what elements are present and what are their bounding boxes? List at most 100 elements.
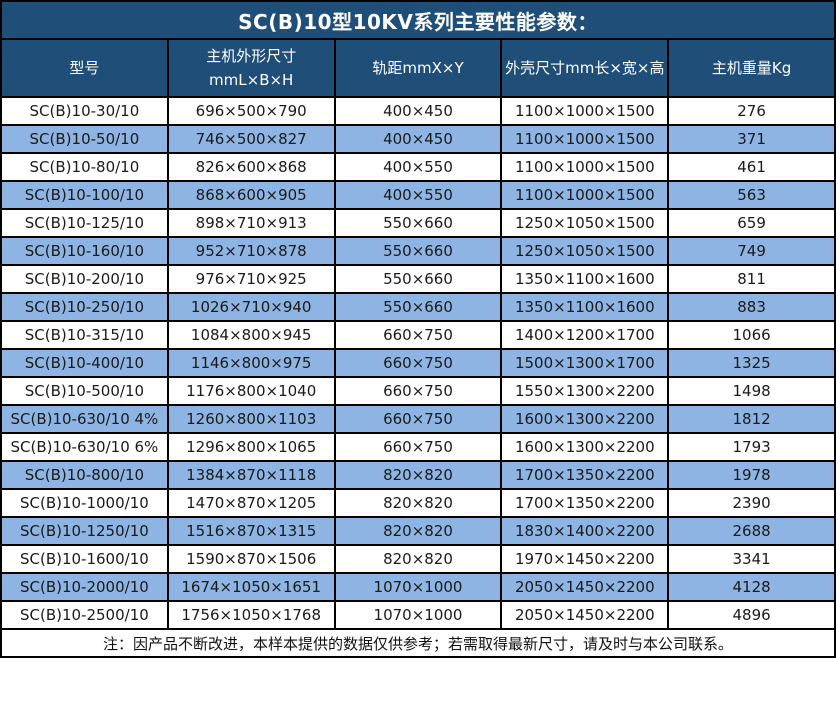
- column-header-dimensions: 主机外形尺寸 mmL×B×H: [166, 38, 336, 98]
- cell-model: SC(B)10-1250/10: [0, 516, 169, 546]
- table-row: SC(B)10-315/10 1084×800×945 660×750 1400×12…: [0, 320, 836, 350]
- cell-weight: 3341: [667, 544, 836, 574]
- cell-dimensions: 1026×710×940: [166, 292, 336, 322]
- cell-shell: 1970×1450×2200: [500, 544, 670, 574]
- cell-weight: 461: [667, 152, 836, 182]
- cell-gauge: 400×550: [333, 180, 503, 210]
- cell-gauge: 550×660: [333, 236, 503, 266]
- cell-dimensions: 976×710×925: [166, 264, 336, 294]
- cell-dimensions: 1756×1050×1768: [166, 600, 336, 630]
- table-row: SC(B)10-50/10 746×500×827 400×450 1100×1000…: [0, 124, 836, 154]
- cell-gauge: 660×750: [333, 348, 503, 378]
- cell-gauge: 550×660: [333, 208, 503, 238]
- cell-dimensions: 1384×870×1118: [166, 460, 336, 490]
- cell-shell: 1700×1350×2200: [500, 460, 670, 490]
- note-row: 注：因产品不断改进，本样本提供的数据仅供参考；若需取得最新尺寸，请及时与本公司联…: [0, 628, 836, 658]
- cell-dimensions: 746×500×827: [166, 124, 336, 154]
- cell-model: SC(B)10-2500/10: [0, 600, 169, 630]
- column-header-sublabel: mmL×B×H: [209, 71, 294, 89]
- table-row: SC(B)10-80/10 826×600×868 400×550 1100×1000…: [0, 152, 836, 182]
- cell-gauge: 400×450: [333, 96, 503, 126]
- cell-weight: 2688: [667, 516, 836, 546]
- header-row: 型号 主机外形尺寸 mmL×B×H 轨距mmX×Y 外壳尺寸mm长×宽×高 主机…: [0, 38, 836, 98]
- cell-shell: 1100×1000×1500: [500, 180, 670, 210]
- table-row: SC(B)10-1600/10 1590×870×1506 820×820 1970×…: [0, 544, 836, 574]
- cell-shell: 1550×1300×2200: [500, 376, 670, 406]
- cell-shell: 1600×1300×2200: [500, 404, 670, 434]
- table-row: SC(B)10-1000/10 1470×870×1205 820×820 1700×…: [0, 488, 836, 518]
- cell-gauge: 550×660: [333, 264, 503, 294]
- cell-model: SC(B)10-160/10: [0, 236, 169, 266]
- title-row: SC(B)10型10KV系列主要性能参数：: [0, 0, 836, 40]
- cell-dimensions: 1084×800×945: [166, 320, 336, 350]
- cell-shell: 1830×1400×2200: [500, 516, 670, 546]
- cell-weight: 1978: [667, 460, 836, 490]
- cell-gauge: 400×450: [333, 124, 503, 154]
- column-header-weight: 主机重量Kg: [667, 38, 836, 98]
- cell-gauge: 660×750: [333, 376, 503, 406]
- cell-shell: 1100×1000×1500: [500, 152, 670, 182]
- table-row: SC(B)10-2000/10 1674×1050×1651 1070×1000 20…: [0, 572, 836, 602]
- cell-model: SC(B)10-630/10 6%: [0, 432, 169, 462]
- cell-gauge: 660×750: [333, 432, 503, 462]
- cell-shell: 2050×1450×2200: [500, 600, 670, 630]
- cell-model: SC(B)10-1600/10: [0, 544, 169, 574]
- page-title: SC(B)10型10KV系列主要性能参数：: [0, 0, 836, 40]
- column-header-shell: 外壳尺寸mm长×宽×高: [500, 38, 670, 98]
- cell-dimensions: 1176×800×1040: [166, 376, 336, 406]
- cell-shell: 1250×1050×1500: [500, 208, 670, 238]
- cell-weight: 1793: [667, 432, 836, 462]
- cell-shell: 1250×1050×1500: [500, 236, 670, 266]
- cell-gauge: 820×820: [333, 488, 503, 518]
- cell-dimensions: 1470×870×1205: [166, 488, 336, 518]
- cell-model: SC(B)10-400/10: [0, 348, 169, 378]
- cell-shell: 1350×1100×1600: [500, 292, 670, 322]
- table-row: SC(B)10-1250/10 1516×870×1315 820×820 1830×…: [0, 516, 836, 546]
- cell-dimensions: 1516×870×1315: [166, 516, 336, 546]
- cell-dimensions: 1296×800×1065: [166, 432, 336, 462]
- cell-weight: 1066: [667, 320, 836, 350]
- table-row: SC(B)10-400/10 1146×800×975 660×750 1500×13…: [0, 348, 836, 378]
- cell-shell: 1600×1300×2200: [500, 432, 670, 462]
- table-row: SC(B)10-800/10 1384×870×1118 820×820 1700×1…: [0, 460, 836, 490]
- cell-weight: 883: [667, 292, 836, 322]
- cell-dimensions: 1260×800×1103: [166, 404, 336, 434]
- column-header-label: 型号: [69, 59, 100, 77]
- cell-dimensions: 898×710×913: [166, 208, 336, 238]
- cell-shell: 1350×1100×1600: [500, 264, 670, 294]
- cell-weight: 4128: [667, 572, 836, 602]
- cell-model: SC(B)10-125/10: [0, 208, 169, 238]
- cell-dimensions: 826×600×868: [166, 152, 336, 182]
- cell-model: SC(B)10-800/10: [0, 460, 169, 490]
- cell-dimensions: 1674×1050×1651: [166, 572, 336, 602]
- cell-model: SC(B)10-50/10: [0, 124, 169, 154]
- cell-gauge: 1070×1000: [333, 600, 503, 630]
- cell-shell: 1700×1350×2200: [500, 488, 670, 518]
- cell-weight: 1498: [667, 376, 836, 406]
- cell-weight: 1812: [667, 404, 836, 434]
- cell-model: SC(B)10-250/10: [0, 292, 169, 322]
- cell-gauge: 1070×1000: [333, 572, 503, 602]
- cell-model: SC(B)10-200/10: [0, 264, 169, 294]
- table-row: SC(B)10-200/10 976×710×925 550×660 1350×110…: [0, 264, 836, 294]
- table-row: SC(B)10-500/10 1176×800×1040 660×750 1550×1…: [0, 376, 836, 406]
- table-row: SC(B)10-160/10 952×710×878 550×660 1250×105…: [0, 236, 836, 266]
- cell-dimensions: 952×710×878: [166, 236, 336, 266]
- table-row: SC(B)10-125/10 898×710×913 550×660 1250×105…: [0, 208, 836, 238]
- cell-shell: 1100×1000×1500: [500, 96, 670, 126]
- cell-weight: 276: [667, 96, 836, 126]
- cell-weight: 659: [667, 208, 836, 238]
- cell-weight: 563: [667, 180, 836, 210]
- cell-weight: 2390: [667, 488, 836, 518]
- cell-gauge: 820×820: [333, 544, 503, 574]
- cell-gauge: 660×750: [333, 320, 503, 350]
- cell-gauge: 550×660: [333, 292, 503, 322]
- cell-model: SC(B)10-500/10: [0, 376, 169, 406]
- column-header-label: 外壳尺寸mm长×宽×高: [505, 59, 665, 77]
- footer-note: 注：因产品不断改进，本样本提供的数据仅供参考；若需取得最新尺寸，请及时与本公司联…: [0, 628, 836, 658]
- cell-shell: 1500×1300×1700: [500, 348, 670, 378]
- cell-weight: 811: [667, 264, 836, 294]
- table-row: SC(B)10-630/10 6% 1296×800×1065 660×750 160…: [0, 432, 836, 462]
- cell-dimensions: 868×600×905: [166, 180, 336, 210]
